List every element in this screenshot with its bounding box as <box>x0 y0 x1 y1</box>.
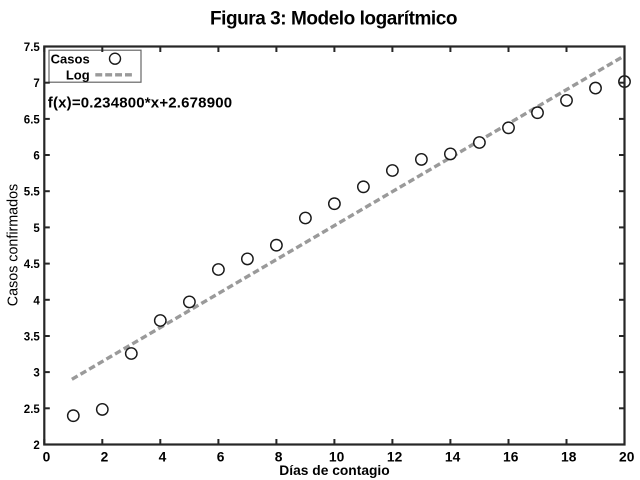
svg-text:4: 4 <box>159 449 167 464</box>
svg-text:2: 2 <box>33 440 39 452</box>
svg-text:3.5: 3.5 <box>24 332 41 344</box>
svg-text:Casos confirmados: Casos confirmados <box>6 184 22 306</box>
svg-text:5: 5 <box>33 223 40 235</box>
svg-text:3: 3 <box>33 368 39 380</box>
svg-text:Figura 3: Modelo logarítmico: Figura 3: Modelo logarítmico <box>210 8 457 29</box>
svg-text:16: 16 <box>503 449 519 464</box>
svg-text:2.5: 2.5 <box>24 404 41 416</box>
svg-text:Días de contagio: Días de contagio <box>279 463 389 478</box>
svg-text:Log: Log <box>66 67 90 82</box>
svg-text:0: 0 <box>43 449 51 464</box>
svg-text:4: 4 <box>33 295 40 307</box>
svg-text:8: 8 <box>275 449 283 464</box>
svg-text:7: 7 <box>33 78 39 90</box>
svg-text:18: 18 <box>561 449 577 464</box>
svg-text:6: 6 <box>217 449 225 464</box>
svg-text:2: 2 <box>101 449 109 464</box>
svg-text:6.5: 6.5 <box>24 114 41 126</box>
svg-text:20: 20 <box>619 449 635 464</box>
svg-text:7.5: 7.5 <box>24 42 41 54</box>
svg-text:6: 6 <box>33 151 39 163</box>
svg-text:4.5: 4.5 <box>24 259 41 271</box>
svg-text:10: 10 <box>329 449 345 464</box>
svg-text:14: 14 <box>445 449 461 464</box>
svg-text:5.5: 5.5 <box>24 187 41 199</box>
svg-text:12: 12 <box>387 449 403 464</box>
svg-text:f(x)=0.234800*x+2.678900: f(x)=0.234800*x+2.678900 <box>48 94 232 111</box>
svg-text:Casos: Casos <box>51 51 90 66</box>
